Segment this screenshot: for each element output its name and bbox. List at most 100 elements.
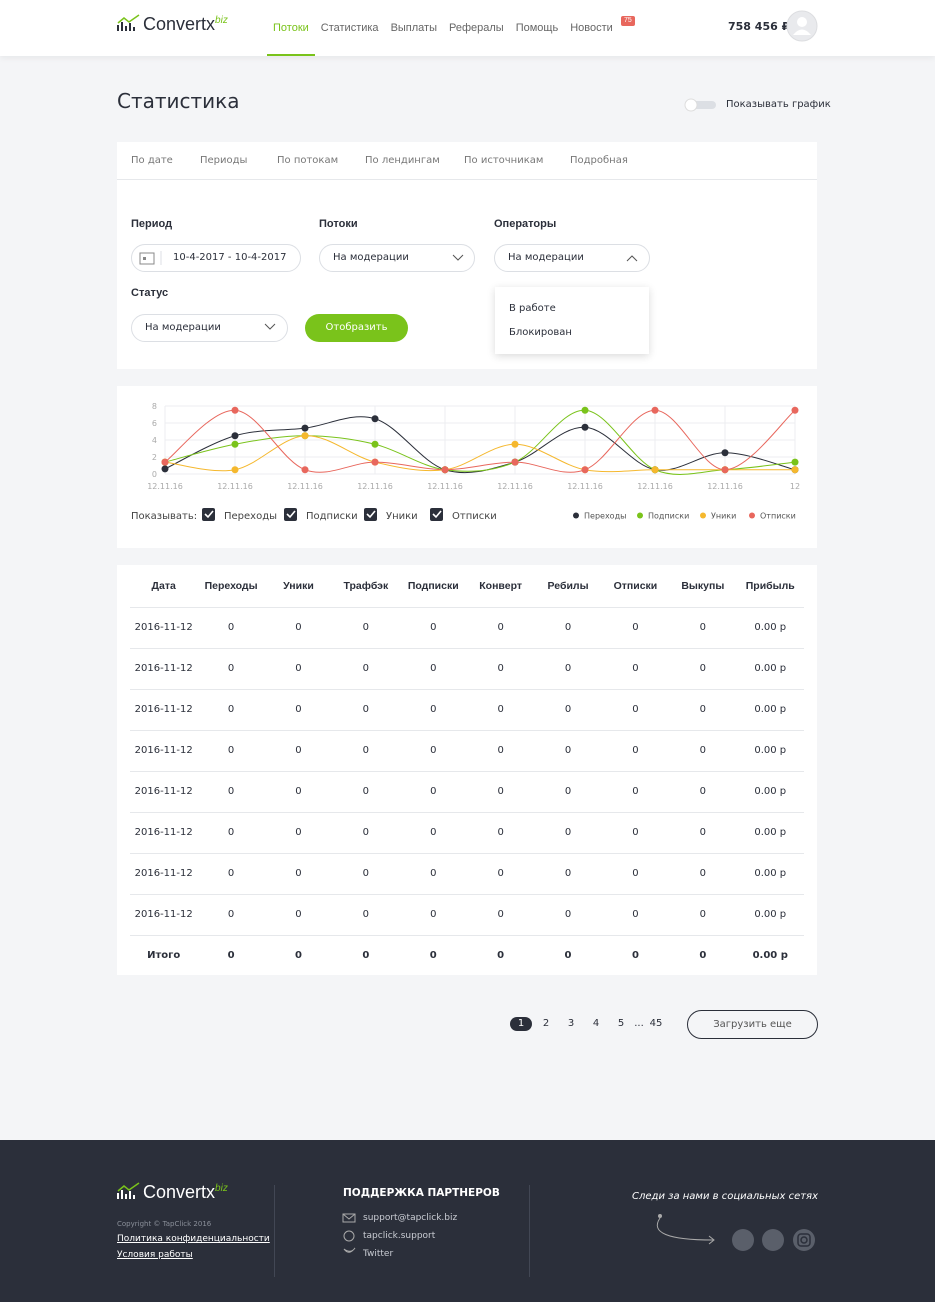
x-tick-label: 12.11.16 [707, 482, 743, 491]
table-row: 2016-11-12 0 0 0 0 0 0 0 0 0.00 р [130, 812, 804, 854]
x-tick-label: 12.11.16 [217, 482, 253, 491]
total-cell: 0 [631, 950, 639, 962]
point [371, 415, 379, 423]
column-header: Конверт [466, 565, 535, 608]
cell: 0 [399, 812, 467, 854]
nav-item[interactable]: Помощь [515, 22, 559, 34]
cell: 0 [264, 853, 333, 895]
contact[interactable]: tapclick.support [363, 1231, 436, 1241]
cell: 0 [264, 689, 333, 731]
cell: 0 [669, 689, 737, 731]
page-link[interactable]: 5 [617, 1018, 625, 1029]
contact-icons [342, 1213, 356, 1253]
cell: 0 [332, 689, 400, 731]
contact[interactable]: Twitter [363, 1249, 394, 1259]
cell: 0 [669, 812, 737, 854]
checkbox[interactable] [430, 508, 443, 521]
streams-select[interactable]: На модерации [319, 244, 475, 272]
cell: 0 [669, 894, 737, 936]
page-link[interactable]: 4 [592, 1018, 600, 1029]
footer-logo[interactable]: Convertxbiz [117, 1182, 228, 1203]
nav-item[interactable]: Потоки [267, 0, 315, 56]
cell: 0 [332, 812, 400, 854]
operators-label: Операторы [494, 218, 557, 230]
page-link[interactable]: 45 [649, 1018, 663, 1029]
total-cell: 0.00 р [752, 950, 788, 962]
nav-item[interactable]: Рефералы [449, 22, 504, 34]
column-header: Подписки [399, 565, 467, 608]
cell: 0 [197, 771, 265, 813]
logo-text: Convertx [143, 1182, 216, 1202]
table-row: 2016-11-12 0 0 0 0 0 0 0 0 0.00 р [130, 648, 804, 690]
cell: 0 [399, 730, 467, 772]
column-header: Выкупы [669, 565, 737, 608]
status-select[interactable]: На модерации [131, 314, 288, 342]
nav-item[interactable]: Новости 75 [564, 0, 635, 56]
y-tick-label: 2 [152, 453, 157, 462]
tab[interactable]: Подробная [570, 155, 628, 166]
nav-item[interactable]: Выплаты [390, 22, 438, 34]
header: Convertxbiz Потоки Статистика Выплаты Рефер… [0, 0, 935, 56]
cell: 0 [669, 771, 737, 813]
cell: 2016-11-12 [130, 607, 198, 649]
chart: 0 2 4 6 8 12.11.16 12.11.16 12.11.16 12.11.16 12.… [131, 402, 800, 522]
logo[interactable]: Convertxbiz [117, 14, 228, 35]
tab[interactable]: По источникам [464, 155, 544, 166]
point [511, 458, 519, 466]
legend-label: Отписки [760, 512, 796, 521]
streams-value: На модерации [333, 252, 409, 263]
avatar[interactable] [786, 10, 818, 42]
checkbox[interactable] [364, 508, 377, 521]
checkbox[interactable] [284, 508, 297, 521]
checkbox[interactable] [202, 508, 215, 521]
cell: 0.00 р [736, 853, 804, 895]
footer: Convertxbiz Copyright © TapClick 2016 По… [0, 1140, 935, 1302]
cell: 0 [601, 689, 670, 731]
contact[interactable]: support@tapclick.biz [363, 1213, 458, 1223]
legend-marker [637, 512, 643, 519]
cell: 0 [534, 689, 602, 731]
cell: 0 [332, 771, 400, 813]
load-more-button[interactable]: Загрузить еще [687, 1010, 818, 1039]
page-link[interactable]: 3 [567, 1018, 575, 1029]
cell: 0 [264, 812, 333, 854]
legend-label: Переходы [584, 512, 626, 521]
series-line [164, 435, 795, 473]
cell: 0.00 р [736, 812, 804, 854]
social-icons [656, 1214, 815, 1251]
tab[interactable]: По потокам [277, 155, 339, 166]
page-link[interactable]: 2 [542, 1018, 550, 1029]
point [651, 406, 659, 414]
total-cell: Итого [147, 950, 181, 962]
x-tick-label: 12.11.16 [567, 482, 603, 491]
x-tick-label: 12.11.16 [147, 482, 183, 491]
page-link[interactable]: 1 [510, 1017, 532, 1031]
operators-select[interactable]: На модерации [494, 244, 650, 272]
dropdown-option[interactable]: Блокирован [509, 327, 572, 338]
footer-link[interactable]: Условия работы [117, 1250, 193, 1260]
cell: 0 [534, 648, 602, 690]
cell: 0 [601, 648, 670, 690]
checkbox-label: Подписки [306, 511, 358, 522]
table-row: 2016-11-12 0 0 0 0 0 0 0 0 0.00 р [130, 853, 804, 895]
column-header: Уники [264, 565, 333, 608]
chart-panel: 0 2 4 6 8 12.11.16 12.11.16 12.11.16 12.11.16 12.… [117, 386, 817, 548]
point [161, 465, 169, 473]
tab[interactable]: Периоды [200, 155, 248, 166]
dropdown-option[interactable]: В работе [509, 303, 556, 314]
tab[interactable]: По лендингам [365, 155, 440, 166]
nav-item[interactable]: Статистика [320, 22, 379, 34]
period-input[interactable]: 10-4-2017 - 10-4-2017 [131, 244, 301, 272]
tab[interactable]: По дате [131, 155, 173, 166]
cell: 0.00 р [736, 648, 804, 690]
table-row: 2016-11-12 0 0 0 0 0 0 0 0 0.00 р [130, 607, 804, 649]
point [441, 466, 449, 474]
checkmark [286, 510, 296, 519]
cell: 0 [601, 894, 670, 936]
toggle[interactable] [684, 98, 718, 112]
footer-link[interactable]: Политика конфиденциальности [117, 1234, 270, 1244]
cell: 0 [332, 648, 400, 690]
submit-button[interactable]: Отобразить [305, 314, 408, 342]
page-link[interactable]: ... [634, 1018, 644, 1029]
point [371, 440, 379, 448]
